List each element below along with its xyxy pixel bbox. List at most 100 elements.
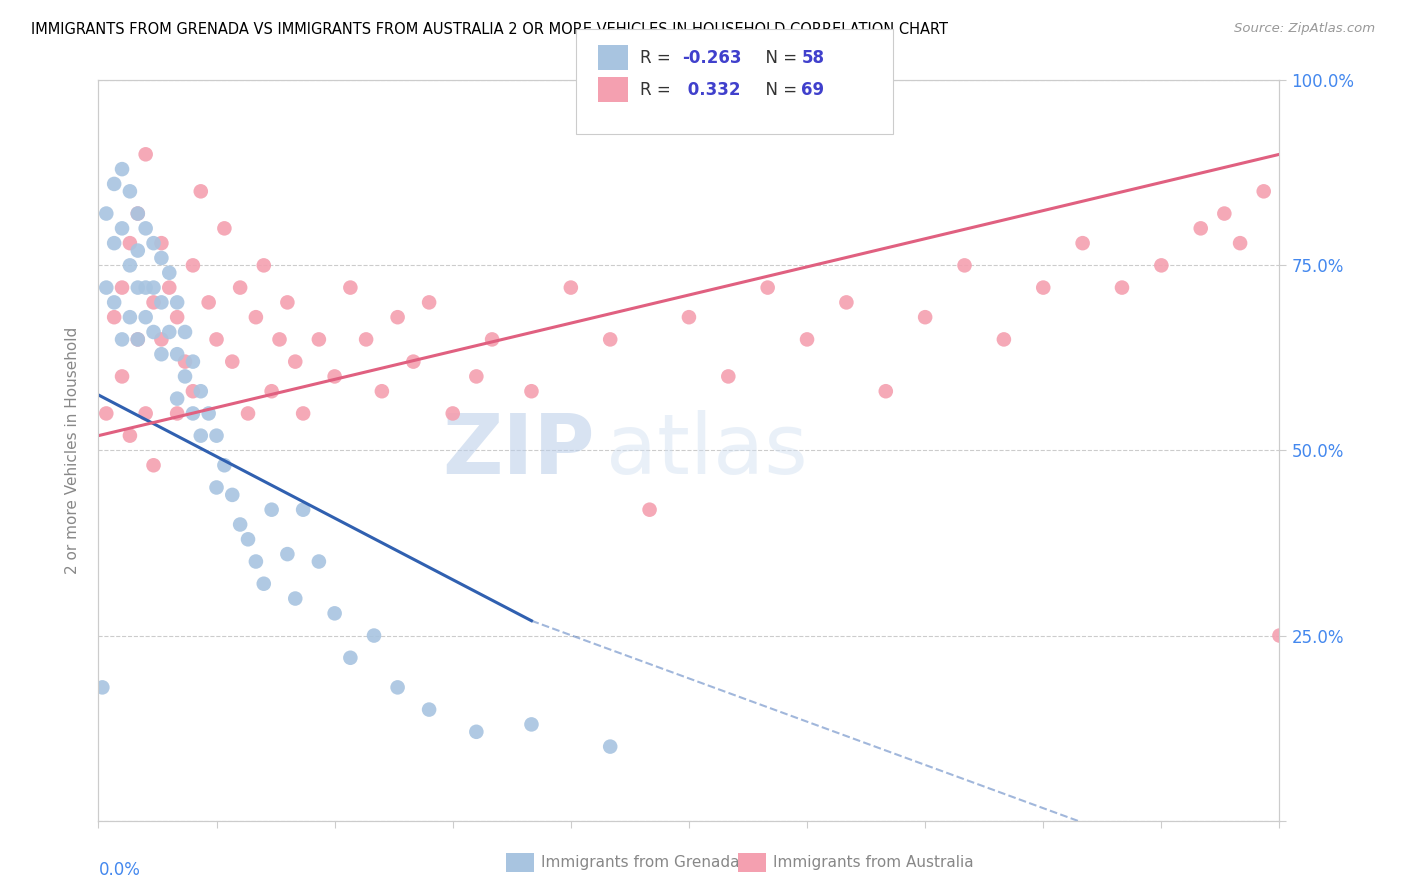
Point xyxy=(520,384,543,399)
Text: 58: 58 xyxy=(801,49,824,67)
Point xyxy=(181,354,204,368)
Point xyxy=(354,332,377,346)
Point xyxy=(323,369,346,384)
Point xyxy=(197,407,219,421)
Point xyxy=(1150,259,1173,273)
Point xyxy=(269,332,291,346)
Point xyxy=(402,354,425,368)
Text: IMMIGRANTS FROM GRENADA VS IMMIGRANTS FROM AUSTRALIA 2 OR MORE VEHICLES IN HOUSE: IMMIGRANTS FROM GRENADA VS IMMIGRANTS FR… xyxy=(31,22,948,37)
Point xyxy=(135,280,157,294)
Point xyxy=(181,384,204,399)
Point xyxy=(599,739,621,754)
Point xyxy=(142,295,165,310)
Text: Source: ZipAtlas.com: Source: ZipAtlas.com xyxy=(1234,22,1375,36)
Text: Immigrants from Grenada: Immigrants from Grenada xyxy=(541,855,740,870)
Point xyxy=(465,369,488,384)
Text: 0.332: 0.332 xyxy=(682,81,741,99)
Point xyxy=(323,607,346,621)
Point xyxy=(292,407,315,421)
Point xyxy=(236,533,259,547)
Point xyxy=(1032,280,1054,294)
Point xyxy=(150,236,173,251)
Point xyxy=(157,280,180,294)
Point xyxy=(135,221,157,235)
Point xyxy=(276,547,298,561)
Point xyxy=(150,347,173,361)
Point xyxy=(214,221,236,235)
Point xyxy=(142,325,165,339)
Point xyxy=(260,384,283,399)
Text: R =: R = xyxy=(640,81,676,99)
Point xyxy=(135,407,157,421)
Point xyxy=(221,354,243,368)
Point xyxy=(292,502,315,516)
Point xyxy=(127,280,149,294)
Point xyxy=(166,392,188,406)
Point xyxy=(142,280,165,294)
Point xyxy=(190,428,212,442)
Point xyxy=(127,332,149,346)
Point xyxy=(308,555,330,569)
Point xyxy=(260,502,283,516)
Point xyxy=(127,206,149,220)
Point xyxy=(371,384,394,399)
Point xyxy=(245,555,267,569)
Point xyxy=(1189,221,1212,235)
Y-axis label: 2 or more Vehicles in Household: 2 or more Vehicles in Household xyxy=(65,326,80,574)
Point xyxy=(339,280,361,294)
Point xyxy=(387,310,409,325)
Point xyxy=(993,332,1015,346)
Point xyxy=(245,310,267,325)
Point xyxy=(205,332,228,346)
Point xyxy=(229,280,252,294)
Point xyxy=(796,332,818,346)
Point xyxy=(118,310,141,325)
Point xyxy=(1268,628,1291,642)
Point xyxy=(174,354,197,368)
Point xyxy=(181,407,204,421)
Point xyxy=(135,147,157,161)
Point xyxy=(190,384,212,399)
Point xyxy=(1308,147,1330,161)
Point xyxy=(418,295,440,310)
Point xyxy=(103,310,125,325)
Point xyxy=(142,236,165,251)
Point xyxy=(363,628,385,642)
Point xyxy=(756,280,779,294)
Point xyxy=(174,369,197,384)
Point xyxy=(875,384,897,399)
Point xyxy=(205,428,228,442)
Point xyxy=(520,717,543,731)
Point xyxy=(127,332,149,346)
Point xyxy=(560,280,582,294)
Point xyxy=(276,295,298,310)
Point xyxy=(229,517,252,532)
Point xyxy=(638,502,661,516)
Point xyxy=(157,325,180,339)
Point xyxy=(953,259,976,273)
Point xyxy=(205,480,228,494)
Point xyxy=(118,236,141,251)
Text: N =: N = xyxy=(755,81,803,99)
Point xyxy=(835,295,858,310)
Point xyxy=(190,184,212,198)
Point xyxy=(481,332,503,346)
Point xyxy=(166,310,188,325)
Point xyxy=(111,332,134,346)
Point xyxy=(96,407,118,421)
Point xyxy=(1253,184,1275,198)
Point xyxy=(236,407,259,421)
Point xyxy=(118,259,141,273)
Point xyxy=(103,295,125,310)
Point xyxy=(678,310,700,325)
Point xyxy=(214,458,236,473)
Point xyxy=(1229,236,1251,251)
Text: -0.263: -0.263 xyxy=(682,49,741,67)
Text: 69: 69 xyxy=(801,81,824,99)
Point xyxy=(339,650,361,665)
Point xyxy=(118,428,141,442)
Text: Immigrants from Australia: Immigrants from Australia xyxy=(773,855,974,870)
Text: 0.0%: 0.0% xyxy=(98,862,141,880)
Point xyxy=(166,347,188,361)
Point xyxy=(1213,206,1236,220)
